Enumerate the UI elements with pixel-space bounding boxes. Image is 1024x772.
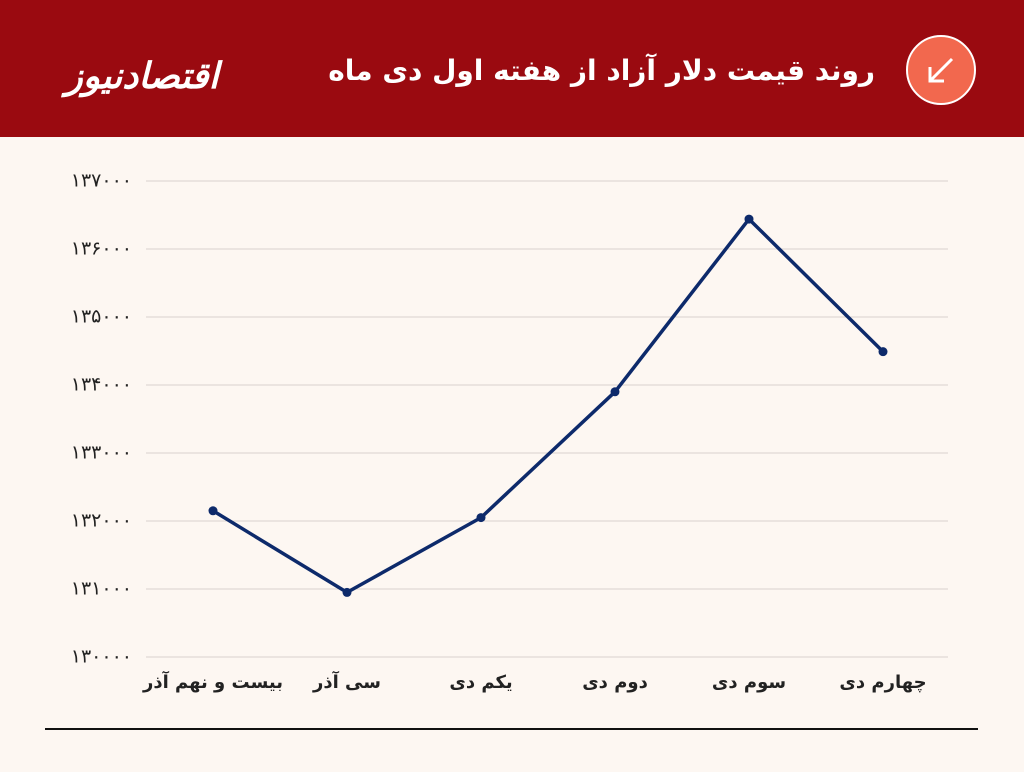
- point: [342, 587, 352, 597]
- y-tick-label: ۱۳۲۰۰۰: [71, 510, 132, 532]
- point: [208, 506, 218, 516]
- y-tick-label: ۱۳۳۰۰۰: [71, 442, 132, 464]
- x-tick-label: دوم دی: [582, 672, 648, 693]
- point: [476, 513, 486, 523]
- x-tick-label: چهارم دی: [839, 672, 926, 693]
- point: [878, 347, 888, 357]
- x-tick-label: سی آذر: [312, 670, 381, 693]
- chart-title: روند قیمت دلار آزاد از هفته اول دی ماه: [328, 53, 875, 87]
- y-tick-label: ۱۳۰۰۰۰: [71, 646, 132, 668]
- line: [212, 217, 885, 595]
- point: [744, 214, 754, 224]
- point: [610, 387, 620, 397]
- y-tick-label: ۱۳۶۰۰۰: [71, 238, 132, 260]
- logo: اقتصادنیوز: [60, 56, 223, 98]
- icon-arrow: [928, 57, 954, 83]
- x-tick-label: سوم دی: [712, 672, 786, 693]
- y-tick-label: ۱۳۱۰۰۰: [71, 578, 132, 600]
- header-bar: [0, 0, 1024, 137]
- x-tick-label: یکم دی: [449, 672, 512, 693]
- y-tick-label: ۱۳۴۰۰۰: [71, 374, 132, 396]
- y-tick-label: ۱۳۵۰۰۰: [71, 306, 132, 328]
- y-tick-label: ۱۳۷۰۰۰: [71, 170, 132, 192]
- x-tick-label: بیست و نهم آذر: [142, 670, 283, 693]
